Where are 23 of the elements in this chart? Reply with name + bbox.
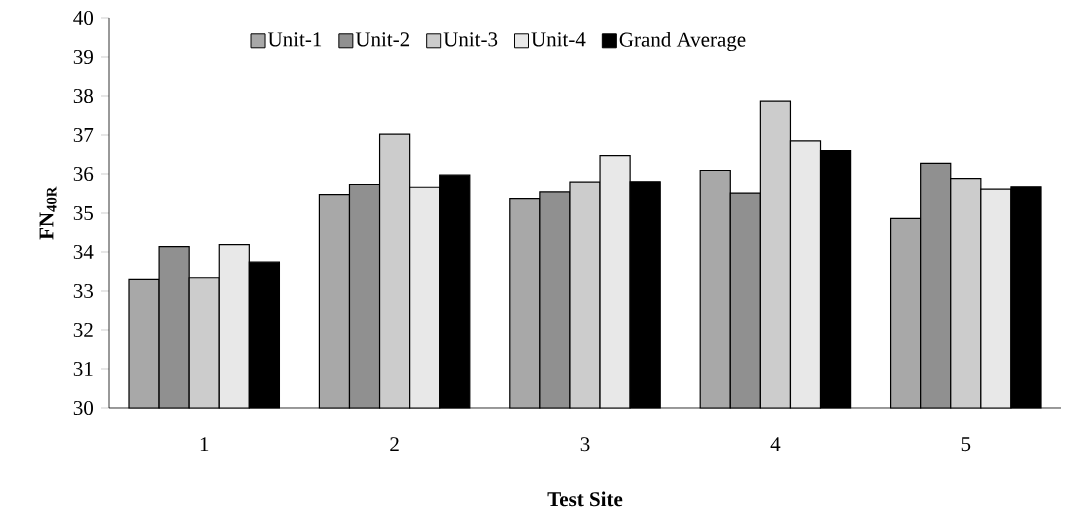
y-tick-label: 33 bbox=[73, 283, 93, 299]
y-tick-label: 32 bbox=[73, 322, 93, 338]
y-tick-label: 38 bbox=[73, 88, 94, 104]
legend-label: Grand Average bbox=[619, 31, 746, 52]
legend-label: Unit-1 bbox=[267, 32, 322, 47]
y-tick-label: 37 bbox=[73, 127, 94, 143]
x-tick-label: 4 bbox=[770, 437, 781, 452]
x-tick-label: 2 bbox=[390, 437, 399, 452]
y-tick-label: 36 bbox=[73, 166, 94, 182]
y-tick-label: 40 bbox=[73, 10, 94, 26]
x-tick-label: 3 bbox=[580, 437, 590, 452]
y-tick-label: 30 bbox=[73, 400, 94, 416]
x-axis-title: Test Site bbox=[547, 491, 623, 507]
legend-label: Unit-2 bbox=[355, 32, 410, 47]
y-axis-title: FN$_{40R}$ bbox=[39, 186, 57, 240]
x-tick-label: 1 bbox=[200, 437, 209, 452]
y-tick-label: 39 bbox=[73, 49, 93, 65]
legend-label: Unit-4 bbox=[531, 32, 586, 47]
y-tick-label: 31 bbox=[73, 361, 93, 377]
legend-label: Unit-3 bbox=[443, 32, 498, 47]
y-tick-label: 34 bbox=[73, 244, 94, 260]
x-tick-label: 5 bbox=[961, 437, 971, 452]
y-tick-label: 35 bbox=[73, 205, 93, 221]
